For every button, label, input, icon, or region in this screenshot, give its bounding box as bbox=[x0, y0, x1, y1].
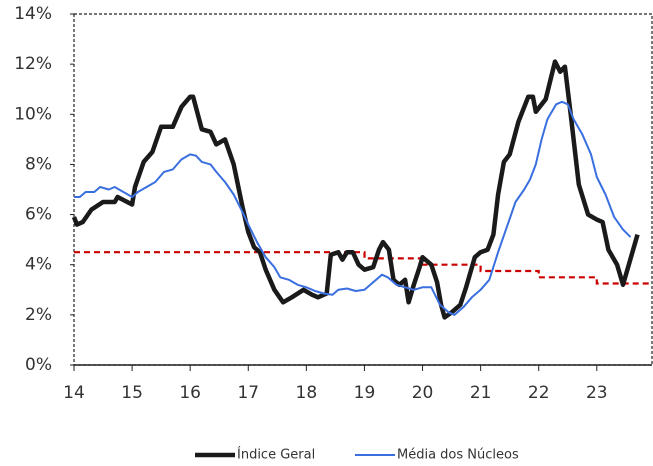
y-tick-label: 8% bbox=[25, 154, 52, 174]
x-tick-label: 21 bbox=[470, 383, 492, 403]
series-line bbox=[71, 59, 640, 320]
y-tick-label: 0% bbox=[25, 355, 52, 375]
y-tick-label: 4% bbox=[25, 255, 52, 275]
y-tick-label: 10% bbox=[14, 104, 52, 124]
x-tick-label: 23 bbox=[586, 383, 608, 403]
y-tick-label: 14% bbox=[14, 4, 52, 24]
x-tick-label: 19 bbox=[354, 383, 376, 403]
y-tick-label: 2% bbox=[25, 305, 52, 325]
x-tick-label: 14 bbox=[63, 383, 85, 403]
x-tick-label: 16 bbox=[179, 383, 201, 403]
legend-label: Média dos Núcleos bbox=[397, 448, 519, 463]
x-tick-label: 22 bbox=[528, 383, 550, 403]
x-tick-label: 20 bbox=[412, 383, 434, 403]
y-tick-label: 6% bbox=[25, 205, 52, 225]
legend-label: Índice Geral bbox=[237, 447, 315, 463]
y-tick-label: 12% bbox=[14, 54, 52, 74]
x-tick-label: 17 bbox=[237, 383, 259, 403]
series-line bbox=[74, 100, 632, 316]
x-tick-label: 18 bbox=[296, 383, 318, 403]
x-tick-label: 15 bbox=[121, 383, 143, 403]
target-line bbox=[74, 251, 652, 285]
